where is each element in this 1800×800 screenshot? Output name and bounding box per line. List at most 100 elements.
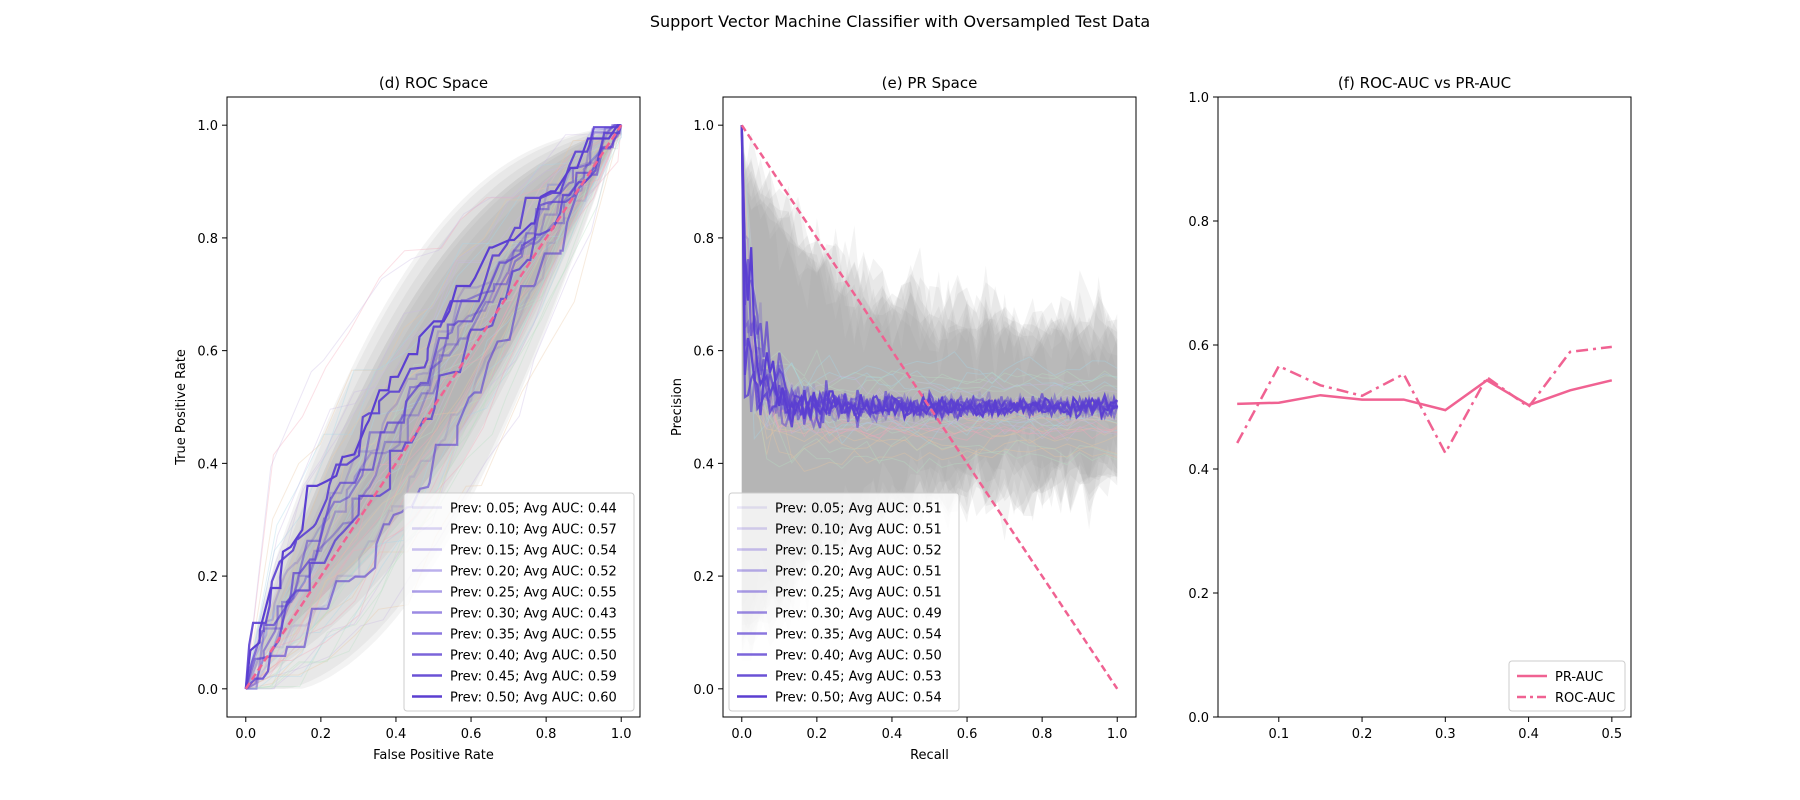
confidence-band: [741, 180, 1118, 654]
bootstrap-roc-curve: [245, 125, 622, 690]
baseline-diagonal: [740, 124, 1119, 690]
bootstrap-roc-curve: [245, 125, 622, 690]
roc-curve: [244, 124, 622, 689]
bootstrap-pr-curve: [741, 125, 1118, 441]
roc-space-panel: (d) ROC Space 0.0 0.2 0.4 0.6 0.8 1.0 0.0 0.2 0.4…: [174, 74, 641, 763]
plot-area: [244, 124, 623, 690]
y-tick-label: 0.6: [693, 345, 714, 360]
x-axis-label: Recall: [910, 748, 949, 763]
bootstrap-roc-curve: [245, 125, 622, 690]
bootstrap-pr-curve: [741, 125, 1118, 438]
legend-entry: Prev: 0.50; Avg AUC: 0.60: [450, 691, 617, 706]
pr-auc-line: [1237, 378, 1613, 412]
bootstrap-pr-curve: [741, 125, 1118, 468]
legend-entry: Prev: 0.10; Avg AUC: 0.51: [775, 523, 942, 538]
legend-entry: Prev: 0.20; Avg AUC: 0.52: [450, 565, 617, 580]
bootstrap-roc-curve: [245, 125, 622, 690]
legend-box: [1508, 660, 1626, 712]
roc-curve: [245, 124, 622, 690]
plot-frame: [1217, 96, 1632, 718]
bootstrap-roc-curve: [245, 125, 622, 689]
legend-entry: Prev: 0.40; Avg AUC: 0.50: [775, 649, 942, 664]
bootstrap-roc-curve: [245, 124, 622, 689]
y-tick-label: 0.4: [1188, 463, 1209, 478]
confidence-band: [741, 168, 1118, 656]
legend-entry: Prev: 0.30; Avg AUC: 0.43: [450, 607, 617, 622]
legend-entry: Prev: 0.35; Avg AUC: 0.55: [450, 628, 617, 643]
chance-diagonal: [244, 124, 623, 690]
legend: PR-AUC ROC-AUC: [1508, 660, 1626, 712]
pr-curve: [740, 125, 1118, 422]
bootstrap-roc-curve: [245, 124, 622, 690]
roc-auc-line: [1236, 345, 1612, 456]
bootstrap-pr-curve: [741, 125, 1118, 435]
y-tick-label: 0.8: [197, 232, 218, 247]
y-axis-label: True Positive Rate: [174, 349, 189, 466]
legend: Prev: 0.05; Avg AUC: 0.44 Prev: 0.10; Avg…: [403, 492, 635, 712]
bootstrap-roc-curve: [245, 125, 622, 690]
roc-curve: [244, 124, 622, 690]
bootstrap-roc-curve: [245, 125, 622, 690]
x-tick-label: 0.6: [957, 727, 978, 742]
bootstrap-roc-curve: [245, 125, 622, 690]
legend-entry: Prev: 0.35; Avg AUC: 0.54: [775, 628, 942, 643]
bootstrap-roc-curve: [245, 124, 622, 690]
confidence-band: [741, 160, 1118, 650]
x-tick-label: 1.0: [1107, 727, 1128, 742]
legend-entry: Prev: 0.10; Avg AUC: 0.57: [450, 523, 617, 538]
bootstrap-pr-curve: [741, 125, 1118, 472]
legend-entry: PR-AUC: [1555, 670, 1603, 685]
x-tick-label: 0.3: [1435, 727, 1456, 742]
bootstrap-pr-curve: [741, 125, 1118, 460]
x-tick-label: 0.8: [536, 727, 557, 742]
legend-entry: Prev: 0.05; Avg AUC: 0.51: [775, 502, 942, 517]
y-tick-label: 0.8: [693, 232, 714, 247]
x-tick-label: 0.1: [1268, 727, 1289, 742]
bootstrap-roc-curve: [245, 124, 622, 690]
y-tick-label: 0.4: [197, 457, 218, 472]
legend-entry: Prev: 0.05; Avg AUC: 0.44: [450, 502, 617, 517]
bootstrap-roc-curve: [245, 124, 622, 689]
y-tick-label: 0.0: [1188, 711, 1209, 726]
x-tick-label: 0.4: [386, 727, 407, 742]
legend-entry: Prev: 0.50; Avg AUC: 0.54: [775, 691, 942, 706]
bootstrap-pr-curve: [741, 125, 1118, 393]
legend-box: [728, 492, 960, 712]
legend-entry: Prev: 0.30; Avg AUC: 0.49: [775, 607, 942, 622]
legend-entry: Prev: 0.25; Avg AUC: 0.55: [450, 586, 617, 601]
pr-curve: [740, 125, 1119, 425]
bootstrap-pr-curve: [741, 125, 1118, 440]
y-tick-label: 0.8: [1188, 215, 1209, 230]
plot-frame: [722, 96, 1137, 718]
y-tick-label: 1.0: [197, 119, 218, 134]
panel-title: (d) ROC Space: [379, 74, 488, 92]
bootstrap-roc-curve: [245, 125, 622, 690]
legend-entry: Prev: 0.45; Avg AUC: 0.53: [775, 670, 942, 685]
bootstrap-roc-curve: [245, 124, 622, 689]
plot-frame: [226, 96, 641, 718]
roc-curve: [244, 124, 622, 690]
legend-entry: ROC-AUC: [1555, 691, 1615, 706]
bootstrap-roc-curve: [245, 124, 622, 689]
roc-curve: [245, 125, 623, 690]
bootstrap-roc-curve: [245, 125, 622, 689]
y-tick-label: 1.0: [1188, 91, 1209, 106]
y-tick-label: 0.2: [693, 570, 714, 585]
figure-title: Support Vector Machine Classifier with O…: [649, 12, 1151, 31]
auc-comparison-panel: (f) ROC-AUC vs PR-AUC 0.1 0.2 0.3 0.4 0.5 0.0 0…: [1188, 74, 1632, 742]
y-tick-label: 0.6: [1188, 339, 1209, 354]
y-tick-label: 1.0: [693, 119, 714, 134]
bootstrap-roc-curve: [245, 124, 622, 690]
x-tick-label: 0.6: [461, 727, 482, 742]
y-axis-label: Precision: [670, 378, 685, 436]
bootstrap-roc-curve: [245, 124, 622, 690]
legend-entry: Prev: 0.15; Avg AUC: 0.52: [775, 544, 942, 559]
bootstrap-roc-curve: [245, 125, 622, 690]
bootstrap-roc-curve: [245, 124, 622, 690]
bootstrap-roc-curve: [245, 124, 622, 689]
x-tick-label: 0.0: [235, 727, 256, 742]
legend-entry: Prev: 0.20; Avg AUC: 0.51: [775, 565, 942, 580]
panel-title: (e) PR Space: [882, 74, 978, 92]
bootstrap-roc-curve: [245, 125, 622, 690]
y-tick-label: 0.0: [197, 683, 218, 698]
